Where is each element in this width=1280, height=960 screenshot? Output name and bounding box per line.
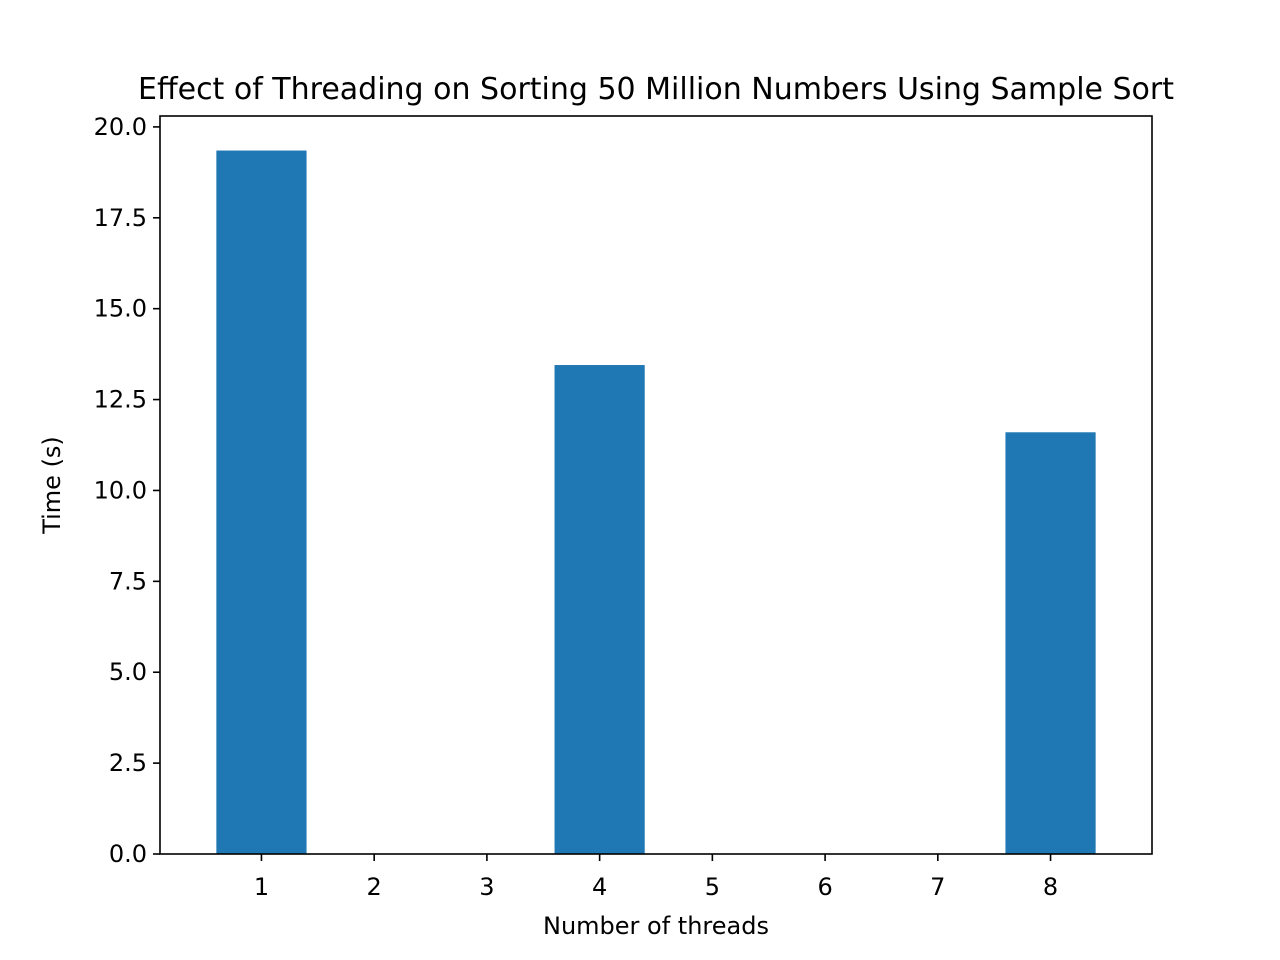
x-tick-label: 3 [479,873,494,901]
x-tick-label: 5 [705,873,720,901]
x-tick-label: 7 [930,873,945,901]
bar-threads-1 [216,150,307,855]
chart-title: Effect of Threading on Sorting 50 Millio… [138,72,1174,107]
bar-threads-8 [1005,432,1096,854]
y-tick-label: 5.0 [109,658,147,686]
y-tick-label: 0.0 [109,840,147,868]
plot-frame [159,115,1153,855]
y-tick-label: 15.0 [94,295,147,323]
x-tick-label: 8 [1043,873,1058,901]
y-axis-title: Time (s) [38,436,66,535]
y-tick-label: 20.0 [94,113,147,141]
bars-layer [216,150,1096,855]
y-tick-label: 17.5 [94,204,147,232]
y-tick-label: 7.5 [109,567,147,595]
x-tick-label: 4 [592,873,607,901]
bar-threads-4 [554,365,645,854]
y-tick-label: 12.5 [94,386,147,414]
x-tick-label: 6 [817,873,832,901]
ticks-layer: 1 2 3 4 5 6 7 8 0.0 2.5 5.0 7.5 10.0 12.5 15.0 17.5 20.0 [94,113,1059,901]
y-tick-label: 10.0 [94,476,147,504]
x-tick-label: 1 [254,873,269,901]
x-tick-label: 2 [367,873,382,901]
y-tick-label: 2.5 [109,749,147,777]
x-axis-title: Number of threads [543,912,769,940]
